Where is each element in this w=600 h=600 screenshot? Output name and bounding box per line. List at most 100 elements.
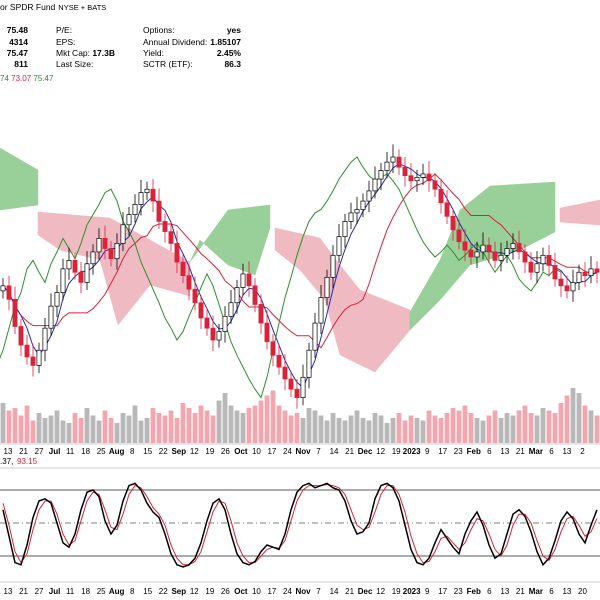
candle-body-18 (102, 238, 108, 249)
candle-body-64 (378, 170, 384, 180)
upper-tick-5: 11 (66, 447, 75, 456)
candle-body-5 (24, 344, 30, 358)
candle-58 (342, 213, 348, 248)
candle-body-49 (288, 378, 294, 390)
oscillator-panel (0, 467, 600, 568)
candle-body-65 (384, 161, 390, 171)
volume-bar-87 (516, 410, 522, 443)
upper-tick-17: 10 (252, 447, 261, 456)
cloud-region-1 (0, 147, 39, 211)
candle-51 (300, 364, 306, 406)
candle-61 (360, 193, 366, 218)
overlay-value-2: 73.07 (11, 74, 32, 83)
candle-body-95 (564, 285, 570, 292)
candle-21 (120, 212, 126, 252)
candle-body-30 (174, 243, 180, 263)
candle-body-6 (30, 356, 36, 366)
candle-75 (444, 190, 450, 224)
candle-28 (162, 213, 168, 243)
lower-tick-10: 15 (143, 587, 152, 596)
upper-tick-8: Aug (109, 447, 125, 456)
candle-body-74 (438, 188, 444, 204)
candle-body-59 (348, 212, 354, 222)
volume-bar-43 (252, 405, 258, 443)
candle-body-87 (516, 243, 522, 253)
candle-body-57 (336, 236, 342, 256)
upper-tick-23: 21 (345, 447, 354, 456)
candle-body-38 (222, 315, 228, 332)
candle-14 (78, 262, 84, 294)
candle-body-35 (204, 317, 210, 329)
candle-71 (420, 163, 426, 185)
volume-bar-40 (234, 410, 240, 443)
candle-body-43 (252, 285, 258, 305)
candle-43 (252, 278, 258, 313)
dividend-value: 1.85107 (210, 37, 241, 47)
candle-3 (12, 286, 18, 335)
volume-bar-26 (150, 408, 156, 443)
volume-bar-93 (552, 413, 558, 443)
candle-body-71 (420, 173, 426, 178)
candle-100 (594, 261, 600, 284)
upper-tick-38: 2 (580, 447, 585, 456)
candle-76 (450, 208, 456, 241)
volume-bar-29 (168, 410, 174, 443)
candle-63 (372, 166, 378, 199)
volume-bar-42 (246, 408, 252, 443)
volume-bar-2 (6, 410, 12, 443)
volume-bar-67 (396, 413, 402, 443)
volume-bar-89 (528, 413, 534, 443)
candle-body-17 (96, 238, 102, 253)
volume-bar-52 (306, 408, 312, 443)
candle-body-79 (468, 249, 474, 258)
ichimoku-lines (0, 156, 598, 399)
lower-tick-11: 22 (159, 587, 168, 596)
candle-77 (456, 219, 462, 250)
candle-96 (570, 269, 576, 302)
upper-tick-27: 2023 (403, 447, 421, 456)
candle-48 (282, 354, 288, 391)
volume-bar-46 (270, 390, 276, 443)
candle-85 (504, 240, 510, 263)
candle-40 (234, 279, 240, 314)
candle-body-23 (132, 204, 138, 215)
upper-tick-12: Sep (171, 447, 186, 456)
candle-53 (312, 312, 318, 358)
upper-tick-14: 19 (205, 447, 214, 456)
volume-bar-37 (216, 400, 222, 443)
volume-bar-100 (594, 415, 600, 443)
volume-bar-4 (18, 415, 24, 443)
upper-tick-33: 13 (500, 447, 509, 456)
candle-body-76 (450, 215, 456, 231)
candle-body-62 (366, 190, 372, 202)
candle-body-92 (546, 254, 552, 266)
candle-body-9 (48, 305, 54, 329)
volume-bar-65 (384, 423, 390, 443)
candle-body-36 (210, 327, 216, 341)
candle-7 (36, 342, 42, 374)
volume-bar-81 (480, 420, 486, 443)
candle-69 (408, 162, 414, 189)
volume-bar-6 (30, 420, 36, 443)
candle-body-20 (114, 243, 120, 260)
candle-4 (18, 318, 24, 357)
candle-body-70 (414, 177, 420, 182)
volume-bar-11 (60, 420, 66, 443)
candle-73 (432, 173, 438, 197)
candle-body-26 (150, 188, 156, 202)
candle-24 (138, 179, 144, 216)
volume-bar-72 (426, 410, 432, 443)
lower-tick-2: 21 (19, 587, 28, 596)
candle-body-33 (192, 288, 198, 304)
volume-bar-85 (504, 413, 510, 443)
lower-tick-19: 24 (283, 587, 292, 596)
eps-label: EPS: (56, 37, 76, 47)
candle-body-82 (486, 244, 492, 253)
volume-bar-50 (294, 413, 300, 443)
fund-name: or SPDR Fund (0, 2, 56, 12)
candle-12 (66, 247, 72, 280)
overlay-legend: 74 73.07 75.47 (0, 74, 53, 83)
yield-label: Yield: (143, 48, 164, 58)
volume-bar-7 (36, 413, 42, 443)
